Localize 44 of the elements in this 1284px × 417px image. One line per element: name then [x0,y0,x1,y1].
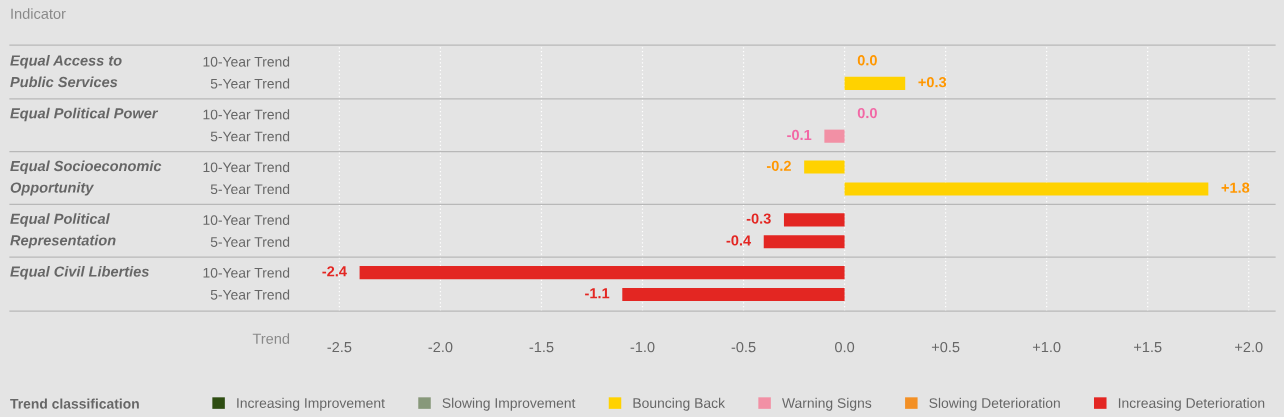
annotation: Equal Access to Public Services [10,54,122,88]
data-label: +0.3 [918,77,947,88]
y-tick-label: 10-Year Trend [203,56,290,67]
x-tick-label: -1.0 [630,341,655,353]
y-tick-label: 5-Year Trend [210,236,290,247]
data-label: 0.0 [857,107,877,119]
legend-label: Increasing Improvement [237,397,385,411]
y-tick-label: 5-Year Trend [210,289,290,300]
x-tick-label: -2.5 [327,341,352,353]
x-tick-label: -2.0 [428,341,453,353]
text: Indicator [11,8,66,19]
y-tick-label: 5-Year Trend [210,131,290,142]
data-label: -1.1 [585,288,610,299]
data-label: -0.1 [787,129,812,141]
x-axis-title: Trend [252,333,290,344]
x-tick-label: -1.5 [529,342,554,353]
y-tick-label: 5-Year Trend [210,183,290,195]
legend-label: Increasing Deterioration [1118,397,1265,411]
x-tick-label: +2.0 [1235,341,1263,353]
x-tick-label: +1.5 [1134,342,1162,353]
y-tick-label: 10-Year Trend [203,267,290,278]
x-tick-label: +0.5 [931,341,960,353]
annotation: Equal Socioeconomic Opportunity [10,160,162,196]
data-label: -0.3 [746,213,771,224]
legend-label: Warning Signs [782,397,872,411]
x-tick-label: -0.5 [731,341,756,353]
x-tick-label: +1.0 [1032,341,1061,353]
legend-title: Trend classification [10,398,139,409]
annotation: Equal Political Power [10,107,159,122]
annotation: Equal Civil Liberties [10,266,149,280]
legend-label: Slowing Deterioration [929,397,1060,411]
x-tick-label: 0.0 [835,341,855,353]
data-label: 0.0 [857,55,877,66]
data-label: -0.2 [766,160,791,171]
y-tick-label: 10-Year Trend [203,214,290,225]
annotation: Equal Political Representation [10,213,116,249]
legend-label: Slowing Improvement [442,397,576,411]
data-label: -2.4 [322,266,347,277]
data-label: -0.4 [726,235,752,246]
legend-label: Bouncing Back [633,397,726,411]
y-tick-label: 5-Year Trend [210,78,290,89]
y-tick-label: 10-Year Trend [203,109,290,120]
y-tick-label: 10-Year Trend [203,162,290,173]
data-label: +1.8 [1221,182,1250,193]
